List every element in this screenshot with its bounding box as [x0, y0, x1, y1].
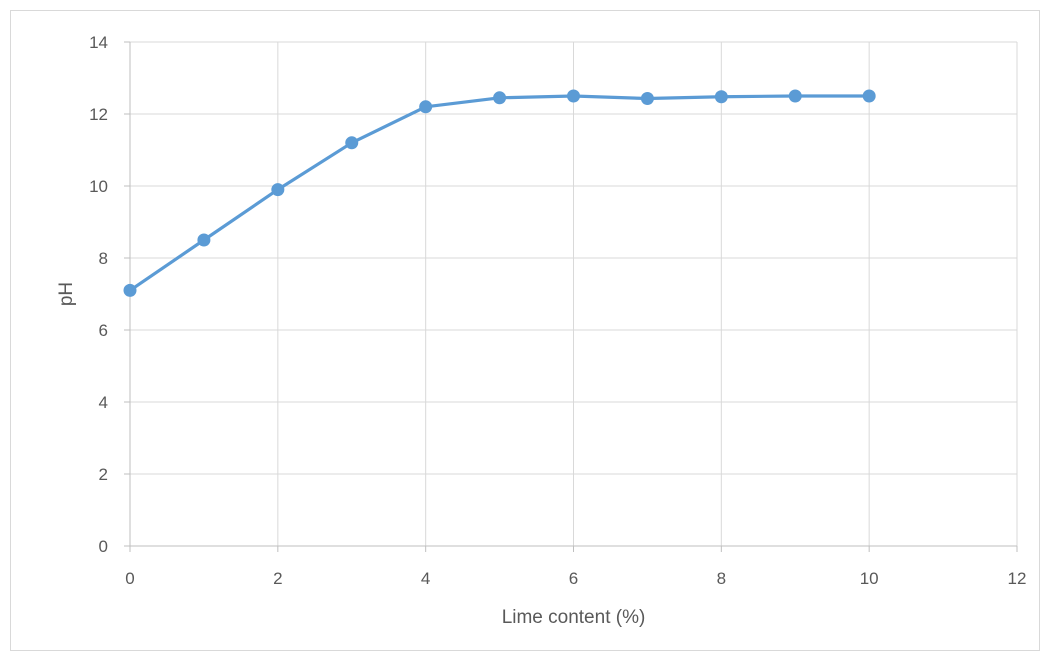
x-tick-label: 8 [717, 569, 726, 588]
x-tick-label: 2 [273, 569, 282, 588]
data-point [197, 233, 211, 247]
y-tick-label: 14 [89, 33, 108, 52]
axes [124, 41, 1018, 552]
y-tick-label: 0 [99, 537, 108, 556]
x-tick-label: 10 [860, 569, 879, 588]
y-tick-label: 10 [89, 177, 108, 196]
data-point [788, 89, 802, 103]
data-point [493, 91, 507, 105]
data-point [271, 183, 285, 197]
x-tick-label: 0 [125, 569, 134, 588]
series-line [128, 94, 871, 292]
x-tick-label: 4 [421, 569, 430, 588]
data-point [345, 136, 359, 150]
y-tick-label: 6 [99, 321, 108, 340]
x-axis-title: Lime content (%) [502, 607, 646, 628]
x-tick-label: 6 [569, 569, 578, 588]
data-point [567, 89, 580, 103]
y-tick-label: 12 [89, 105, 108, 124]
y-tick-labels: 0 2 4 6 8 10 12 14 [89, 33, 108, 556]
data-point [640, 92, 654, 106]
data-point [862, 89, 876, 103]
y-tick-label: 8 [99, 249, 108, 268]
gridlines [130, 41, 1018, 546]
x-tick-labels: 0 2 4 6 8 10 12 [125, 569, 1026, 588]
data-point [123, 283, 137, 297]
x-tick-label: 12 [1008, 569, 1027, 588]
y-tick-label: 2 [99, 465, 108, 484]
data-point [714, 90, 728, 104]
y-tick-label: 4 [99, 393, 108, 412]
series-group [123, 89, 876, 297]
y-axis-title: pH [56, 282, 77, 306]
data-point [419, 100, 433, 114]
